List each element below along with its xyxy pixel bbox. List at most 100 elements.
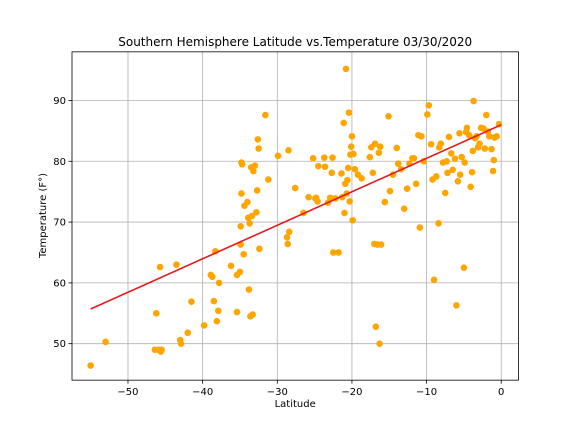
- data-point: [315, 162, 322, 170]
- data-point: [341, 209, 348, 217]
- data-point: [441, 189, 449, 197]
- data-point: [432, 173, 440, 180]
- data-point: [456, 130, 463, 137]
- data-point: [400, 205, 408, 213]
- data-point: [449, 166, 457, 174]
- x-axis-ticks: −50 −40 −30 −20 −10 0: [117, 380, 504, 398]
- data-point: [351, 165, 359, 173]
- data-point: [394, 160, 402, 168]
- data-point: [102, 338, 109, 346]
- data-point: [209, 273, 216, 281]
- data-point: [358, 175, 365, 182]
- x-tick-label: −10: [416, 387, 437, 398]
- data-point: [254, 136, 262, 143]
- data-point: [467, 183, 474, 191]
- data-point: [469, 147, 477, 155]
- data-point: [255, 145, 262, 152]
- data-point: [246, 219, 253, 227]
- data-point: [309, 154, 317, 162]
- data-point: [274, 152, 282, 160]
- data-point: [347, 143, 355, 150]
- data-point: [244, 198, 251, 206]
- data-point: [476, 140, 483, 147]
- x-tick-label: −20: [341, 387, 362, 398]
- data-point: [375, 149, 383, 157]
- y-tick-label: 80: [53, 157, 66, 168]
- data-point: [372, 323, 380, 330]
- data-point: [326, 194, 334, 202]
- plot-frame: [71, 51, 519, 381]
- data-point: [393, 144, 401, 152]
- data-point: [184, 329, 192, 337]
- data-point: [156, 263, 164, 271]
- data-point: [233, 308, 241, 316]
- y-tick-label: 70: [53, 218, 66, 229]
- data-point: [493, 133, 501, 140]
- data-point: [465, 131, 473, 139]
- data-point: [321, 163, 329, 171]
- data-point: [173, 261, 180, 268]
- data-point: [424, 111, 431, 118]
- data-point: [200, 322, 208, 329]
- data-point: [153, 309, 160, 317]
- data-point: [285, 147, 292, 154]
- x-tick-label: −50: [117, 387, 138, 398]
- data-point: [427, 140, 435, 148]
- data-point: [385, 112, 392, 120]
- data-point: [458, 153, 465, 161]
- data-point: [321, 154, 328, 161]
- data-point: [483, 111, 490, 119]
- data-point: [381, 198, 389, 206]
- data-point: [435, 219, 442, 227]
- data-point: [177, 340, 185, 347]
- data-point: [328, 169, 336, 177]
- data-point: [285, 228, 293, 236]
- data-point: [338, 170, 345, 177]
- data-point: [444, 169, 451, 177]
- regression-line-group: [90, 124, 502, 310]
- data-point: [249, 311, 256, 318]
- data-point: [253, 209, 260, 216]
- data-point: [237, 223, 245, 230]
- x-tick-label: −40: [192, 387, 213, 398]
- data-point: [451, 155, 459, 163]
- data-point: [314, 198, 321, 205]
- data-point: [210, 297, 218, 305]
- data-point: [256, 245, 263, 253]
- data-point: [349, 216, 356, 224]
- y-axis-title: Temperature (F°): [38, 173, 49, 259]
- y-axis-ticks: 50 60 70 80 90: [53, 96, 72, 350]
- data-point: [386, 187, 394, 195]
- data-point: [240, 251, 247, 258]
- data-point: [412, 180, 420, 188]
- data-point: [418, 133, 425, 140]
- data-point: [443, 157, 451, 165]
- data-point: [236, 268, 244, 276]
- data-point: [410, 154, 418, 162]
- data-point: [350, 150, 357, 158]
- data-point: [376, 340, 383, 347]
- data-point: [445, 133, 453, 141]
- regression-line: [90, 124, 502, 310]
- data-point: [248, 212, 256, 220]
- data-point: [265, 176, 272, 183]
- data-point: [463, 124, 471, 132]
- data-point: [456, 171, 464, 178]
- data-point: [342, 65, 350, 73]
- data-point: [366, 153, 374, 161]
- data-point: [344, 164, 352, 172]
- y-tick-label: 50: [53, 339, 66, 350]
- data-point: [329, 249, 337, 256]
- data-point: [468, 168, 476, 176]
- chart-title: Southern Hemisphere Latitude vs.Temperat…: [118, 35, 472, 49]
- data-point: [250, 167, 257, 175]
- data-point: [460, 264, 468, 271]
- data-point: [470, 97, 477, 105]
- data-point: [245, 286, 253, 293]
- data-point: [461, 159, 468, 166]
- data-point: [437, 140, 445, 147]
- x-axis-title: Latitude: [275, 399, 316, 410]
- data-point: [215, 279, 223, 287]
- data-point: [215, 307, 222, 315]
